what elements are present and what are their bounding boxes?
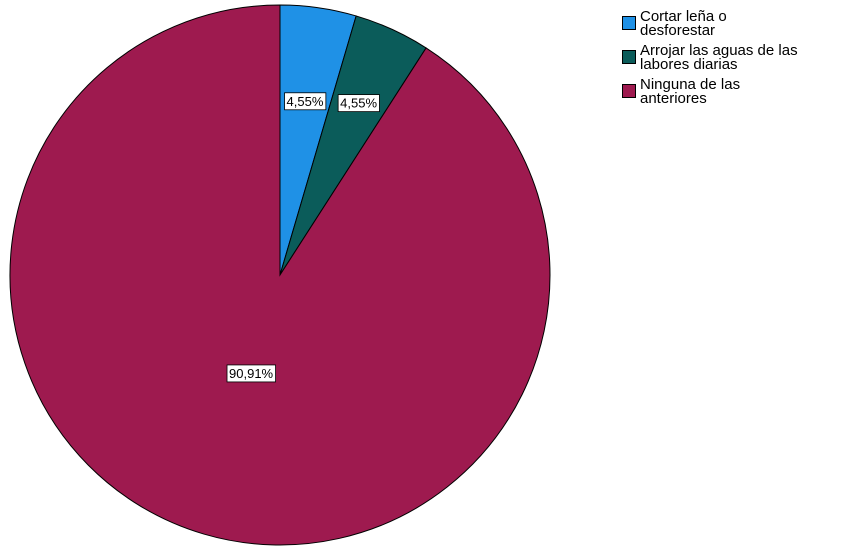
legend-label-arrojar: Arrojar las aguas de las labores diarias bbox=[640, 42, 798, 73]
legend-item-arrojar: Arrojar las aguas de las labores diarias bbox=[622, 42, 844, 73]
svg-text:4,55%: 4,55% bbox=[340, 96, 377, 111]
data-label-cortar: 4,55% bbox=[284, 92, 327, 111]
data-label-arrojar: 4,55% bbox=[337, 94, 380, 113]
legend-label-ninguna: Ninguna de las anteriores bbox=[640, 76, 741, 107]
legend-label-cortar: Cortar leña o desforestar bbox=[640, 8, 727, 39]
legend-swatch-cortar bbox=[622, 16, 636, 30]
legend-item-cortar: Cortar leña o desforestar bbox=[622, 8, 844, 39]
data-label-ninguna: 90,91% bbox=[226, 364, 276, 383]
svg-text:90,91%: 90,91% bbox=[229, 366, 274, 381]
slice-ninguna bbox=[9, 4, 551, 546]
legend-item-ninguna: Ninguna de las anteriores bbox=[622, 76, 844, 107]
legend-swatch-ninguna bbox=[622, 84, 636, 98]
legend-swatch-arrojar bbox=[622, 50, 636, 64]
pie-chart: 4,55% 4,55% 90,91% bbox=[9, 4, 551, 546]
svg-text:4,55%: 4,55% bbox=[287, 94, 324, 109]
legend: Cortar leña o desforestar Arrojar las ag… bbox=[622, 8, 844, 112]
